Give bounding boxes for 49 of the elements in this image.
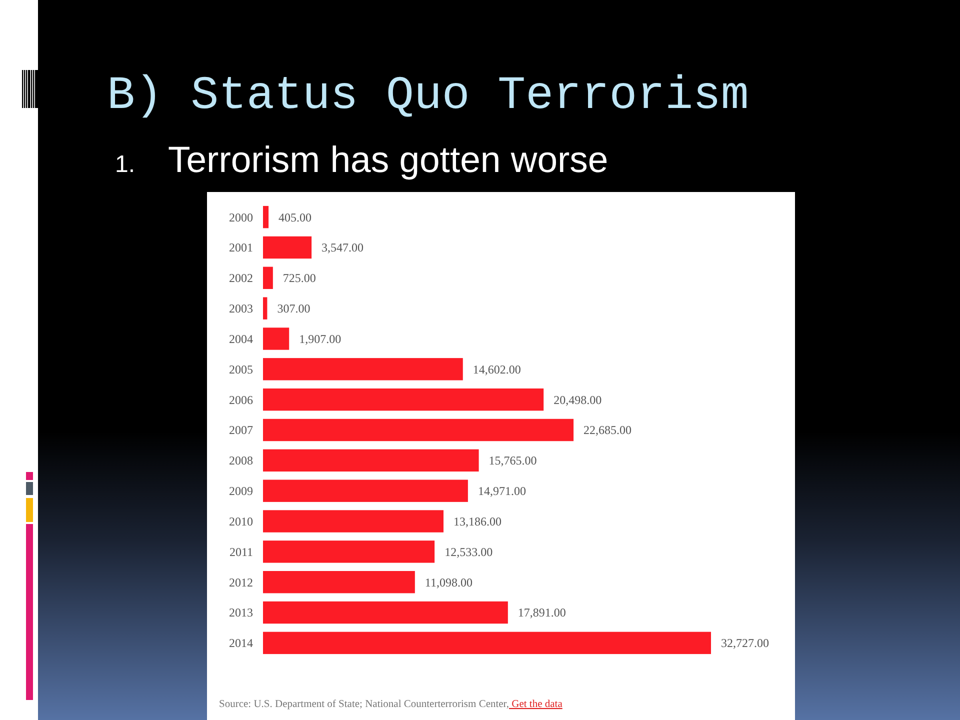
chart-title: B) Status Quo Terrorism (107, 69, 749, 122)
data-label: 17,891.00 (518, 606, 566, 620)
source-note: Source: U.S. Department of State; National Counterterrorism Center, (219, 699, 510, 710)
text: 1. Terrorism has gotten worse (115, 139, 608, 180)
data-label: 14,971.00 (478, 484, 526, 498)
data-label: 15,765.00 (488, 454, 537, 468)
data-label: 32,727.00 (721, 636, 769, 650)
y-tick-label: 2000 (229, 210, 253, 224)
text: Get the data (509, 699, 563, 710)
data-label: 725.00 (282, 271, 316, 286)
bar (263, 418, 574, 442)
y-tick-label: 2006 (229, 392, 253, 407)
data-label: 405.00 (278, 210, 312, 224)
data-label: 1,907.00 (299, 332, 342, 346)
bar (263, 571, 415, 594)
data-label: 11,098.00 (424, 575, 472, 590)
y-tick-label: 2003 (229, 302, 253, 316)
y-tick-label: 2010 (229, 514, 253, 528)
bar (263, 632, 711, 654)
bar (263, 510, 444, 532)
data-label: 22,685.00 (584, 423, 632, 438)
bar (263, 388, 544, 411)
data-label: 14,602.00 (472, 362, 521, 376)
y-tick-label: 2001 (229, 240, 253, 255)
y-tick-label: 2009 (229, 484, 253, 498)
y-tick-label: 2002 (229, 271, 253, 286)
data-label: 3,547.00 (322, 240, 364, 255)
bar (263, 540, 435, 563)
bar (263, 480, 468, 502)
y-tick-label: 2014 (229, 636, 253, 650)
bar (263, 206, 269, 228)
data-label: 20,498.00 (554, 392, 602, 407)
bar (263, 601, 508, 624)
y-tick-label: 2012 (229, 575, 253, 590)
bar (263, 358, 463, 380)
y-tick-label: 2013 (229, 606, 253, 620)
y-tick-label: 2008 (229, 454, 253, 468)
bar (263, 297, 268, 320)
y-tick-label: 2011 (229, 544, 253, 559)
y-tick-label: 2005 (229, 362, 253, 376)
y-tick-label: 2004 (229, 332, 253, 346)
bar (263, 328, 290, 350)
bar (263, 266, 273, 289)
bar (263, 449, 479, 472)
data-label: 307.00 (277, 302, 310, 316)
y-tick-label: 2007 (229, 423, 253, 438)
bar (263, 236, 312, 259)
data-label: 13,186.00 (454, 514, 502, 528)
data-label: 12,533.00 (444, 544, 493, 559)
